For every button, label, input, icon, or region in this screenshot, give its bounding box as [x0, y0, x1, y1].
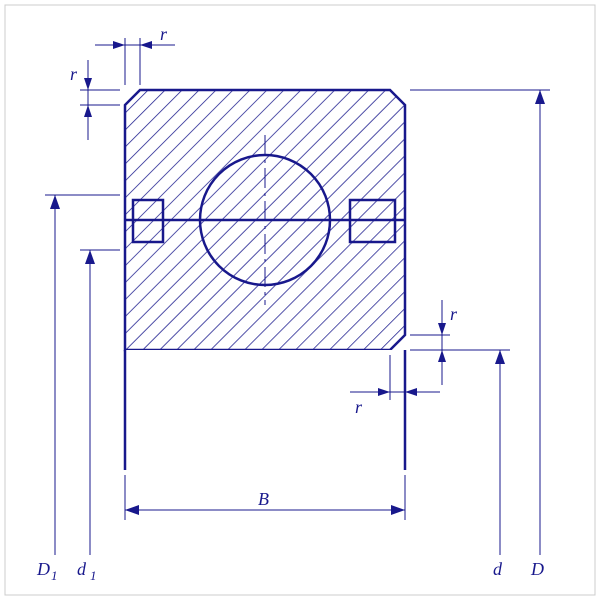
dim-D1: D 1	[36, 195, 120, 583]
label-r-top-v: r	[70, 64, 78, 84]
label-d1: d	[77, 559, 87, 579]
shaft-section	[125, 350, 405, 470]
label-D1: D	[36, 559, 50, 579]
dim-d: d	[410, 350, 510, 579]
label-D: D	[530, 559, 544, 579]
label-B: B	[258, 489, 269, 509]
dim-r-top-vertical: r	[70, 60, 120, 140]
label-r-top-h: r	[160, 24, 168, 44]
dim-B: B	[125, 475, 405, 520]
label-D1-sub: 1	[51, 568, 58, 583]
dim-r-bottom-vertical: r	[410, 300, 458, 385]
dim-d1: d 1	[77, 250, 120, 583]
label-r-bot-v: r	[450, 304, 458, 324]
bearing-cross-section-diagram: r r r r B D	[0, 0, 600, 600]
dim-r-top-horizontal: r	[95, 24, 175, 85]
label-d1-sub: 1	[90, 568, 97, 583]
label-r-bot-h: r	[355, 397, 363, 417]
label-d: d	[493, 559, 503, 579]
